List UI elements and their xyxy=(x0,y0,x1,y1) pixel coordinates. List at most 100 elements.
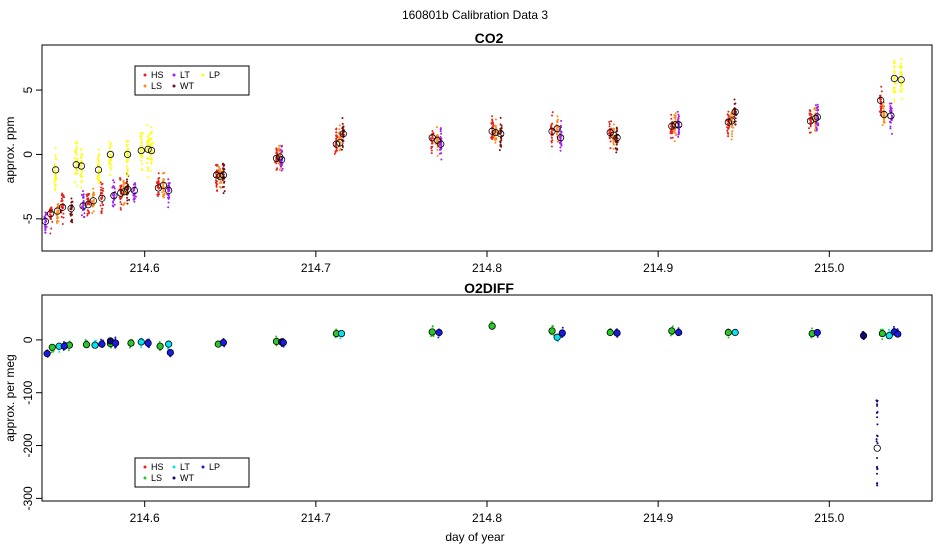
scatter-dot-lt xyxy=(815,126,818,129)
scatter-dot-hs xyxy=(120,184,123,187)
scatter-dot-lp xyxy=(53,163,56,166)
scatter-dot-lp xyxy=(76,159,79,162)
scatter-dot-hs xyxy=(101,201,104,204)
y-tick-label: 5 xyxy=(21,86,35,93)
scatter-dot-hs xyxy=(86,194,89,197)
scatter-dot-lt xyxy=(113,194,116,197)
scatter-dot-wt xyxy=(500,139,503,142)
scatter-dot-hs xyxy=(669,136,672,139)
scatter-dot-lt xyxy=(134,195,137,198)
mean-marker-hs xyxy=(58,203,67,211)
mean-marker-lt xyxy=(91,341,99,349)
scatter-dot-lp xyxy=(149,162,152,165)
scatter-dot-lp xyxy=(560,336,563,339)
scatter-dot-lt xyxy=(279,165,282,168)
scatter-dot-lt xyxy=(82,194,85,197)
scatter-dot-lt xyxy=(559,146,562,149)
mean-marker-lp xyxy=(279,338,287,347)
scatter-dot-lp xyxy=(893,100,896,103)
mean-marker-ls xyxy=(127,339,135,347)
scatter-dot-lp xyxy=(150,137,153,140)
scatter-dot-lp xyxy=(147,176,150,179)
legend-swatch-ls xyxy=(143,476,147,480)
scatter-dot-hs xyxy=(670,113,673,116)
scatter-dot-lt xyxy=(132,194,135,197)
scatter-dot-hs xyxy=(100,186,103,189)
legend-swatch-hs xyxy=(143,465,147,469)
mean-marker-lt xyxy=(437,140,445,148)
scatter-dot-ls xyxy=(495,136,498,139)
scatter-dot-wt xyxy=(341,130,344,133)
scatter-dot-hs xyxy=(808,109,811,112)
scatter-dot-lt xyxy=(817,108,820,111)
scatter-dot-hs xyxy=(490,136,493,139)
scatter-dot-lp xyxy=(54,179,57,182)
scatter-dot-hs xyxy=(431,130,434,133)
o2diff-y-axis-label: approx. per meg xyxy=(3,354,17,441)
legend-swatch-lp xyxy=(201,73,205,77)
scatter-dot-wt xyxy=(70,197,73,200)
scatter-dot-hs xyxy=(49,217,52,220)
scatter-dot-hs xyxy=(727,135,730,138)
mean-marker-ls xyxy=(491,128,500,137)
scatter-dot-lp xyxy=(892,59,895,62)
scatter-dot-hs xyxy=(119,201,122,204)
o2diff-panel: O2DIFF approx. per meg 214.6 214.7 214.8 21… xyxy=(3,280,933,525)
scatter-dot-ls xyxy=(279,144,282,147)
scatter-dot-ls xyxy=(275,335,278,338)
scatter-dot-lt xyxy=(44,218,47,221)
scatter-dot-wt xyxy=(127,187,130,190)
scatter-dot-lp xyxy=(80,187,83,190)
scatter-dot-lp xyxy=(816,335,819,338)
scatter-dot-lt xyxy=(113,187,116,190)
scatter-dot-wt xyxy=(615,151,618,154)
scatter-dot-wt xyxy=(69,212,72,215)
scatter-dot-hs xyxy=(608,136,611,139)
scatter-dot-lp xyxy=(150,131,153,134)
scatter-dot-lp xyxy=(97,148,100,151)
scatter-dot-hs xyxy=(335,131,338,134)
scatter-dot-hs xyxy=(880,107,883,110)
scatter-dot-wt xyxy=(125,182,128,185)
scatter-dot-lt xyxy=(82,190,85,193)
scatter-dot-hs xyxy=(156,193,159,196)
scatter-dot-ls xyxy=(494,141,497,144)
scatter-dot-wt xyxy=(616,147,619,150)
scatter-dot-hs xyxy=(99,181,102,184)
mean-marker-hs xyxy=(84,201,92,209)
scatter-dot-lt xyxy=(891,114,894,117)
scatter-dot-lp xyxy=(100,338,103,341)
scatter-dot-lt xyxy=(439,130,442,133)
scatter-dot-ls xyxy=(883,114,886,117)
scatter-dot-lp xyxy=(54,188,57,191)
mean-marker-lp xyxy=(435,328,443,337)
scatter-dot-lt xyxy=(816,106,819,109)
scatter-dot-lt xyxy=(678,115,681,118)
mean-marker-outlier xyxy=(873,444,881,452)
scatter-dot-hs xyxy=(492,123,495,126)
scatter-dot-lp xyxy=(98,176,101,179)
co2-marks xyxy=(41,74,905,225)
mean-marker-hs xyxy=(272,154,281,162)
scatter-dot-hs xyxy=(120,203,123,206)
mean-marker-lp xyxy=(219,338,228,347)
legend-label-ls: LS xyxy=(151,81,162,91)
scatter-dot-lp xyxy=(139,154,142,157)
scatter-dot-hs xyxy=(880,85,883,88)
scatter-dot-wt xyxy=(341,116,344,119)
mean-marker-ls xyxy=(548,327,556,335)
outlier-scatter-dot xyxy=(876,484,879,487)
scatter-dot-lt xyxy=(113,203,116,206)
x-tick-label: 214.6 xyxy=(130,511,160,525)
co2-y-ticks: -5 0 5 xyxy=(21,86,42,224)
mean-marker-ls xyxy=(488,322,496,330)
scatter-dot-hs xyxy=(727,126,730,129)
scatter-dot-lt xyxy=(890,102,893,105)
mean-marker-lp xyxy=(123,150,132,159)
scatter-dot-ls xyxy=(219,180,222,183)
mean-marker-hs xyxy=(488,127,496,135)
scatter-dot-ls xyxy=(277,149,280,152)
scatter-dot-lp xyxy=(151,149,154,152)
legend-label-lt: LT xyxy=(180,462,190,472)
scatter-dot-ls xyxy=(674,112,677,115)
